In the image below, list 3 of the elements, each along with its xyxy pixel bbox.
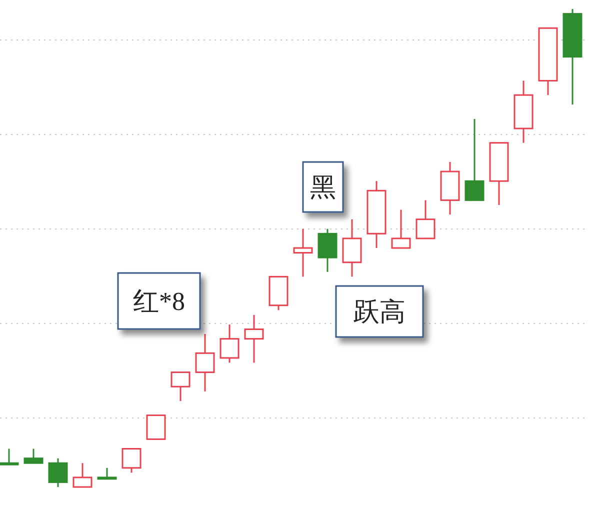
annotation: 跃高 <box>354 298 406 326</box>
annotation: 红*8 <box>133 287 185 316</box>
annotation: 黑 <box>310 173 336 202</box>
